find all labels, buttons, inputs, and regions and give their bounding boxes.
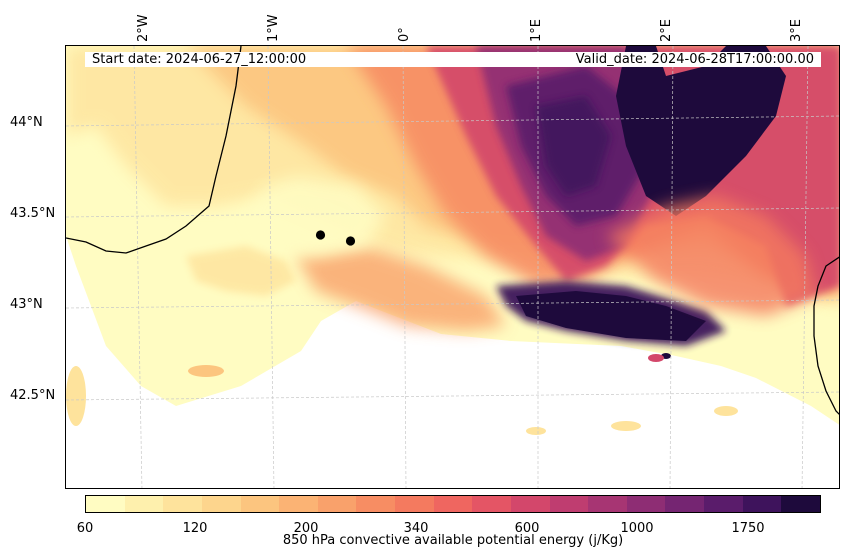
colorbar-tick-label: 1750 [731, 521, 765, 536]
lat-label-44n: 44°N [10, 115, 43, 130]
colorbar-segment [201, 496, 241, 512]
lon-label-1w: 1°W [266, 14, 281, 42]
colorbar-tick-label: 200 [293, 521, 319, 536]
colorbar-segment [395, 496, 434, 512]
lon-label-2w: 2°W [136, 14, 151, 42]
colorbar-segment [510, 496, 550, 512]
colorbar-segment [549, 496, 589, 512]
lat-label-43n: 43°N [10, 297, 43, 312]
cape-map [66, 46, 839, 488]
lon-label-2e: 2°E [659, 19, 674, 42]
graticule [66, 46, 839, 488]
colorbar-tick-label: 340 [403, 521, 429, 536]
lon-label-0: 0° [397, 27, 412, 42]
colorbar-segment [240, 496, 280, 512]
colorbar-segment [665, 496, 704, 512]
colorbar-segment [742, 496, 782, 512]
colorbar-segment [317, 496, 357, 512]
start-date: Start date: 2024-06-27_12:00:00 [92, 52, 307, 67]
colorbar-segment [588, 496, 627, 512]
colorbar-segment [124, 496, 164, 512]
lat-label-42-5n: 42.5°N [10, 388, 56, 403]
colorbar-segment [704, 496, 743, 512]
lat-label-43-5n: 43.5°N [10, 206, 56, 221]
colorbar-segment [433, 496, 473, 512]
colorbar [85, 495, 821, 513]
colorbar-label: 850 hPa convective available potential e… [282, 533, 624, 548]
station-point-2 [345, 236, 356, 246]
colorbar-segment [163, 496, 202, 512]
colorbar-tick-label: 600 [514, 521, 540, 536]
lon-label-3e: 3°E [789, 19, 804, 42]
colorbar-segment [86, 496, 125, 512]
colorbar-tick-label: 1000 [620, 521, 654, 536]
colorbar-tick-label: 120 [182, 521, 208, 536]
colorbar-segment [356, 496, 395, 512]
colorbar-segment [781, 496, 820, 512]
station-point-1 [315, 230, 326, 240]
colorbar-segment [472, 496, 511, 512]
coastline [66, 46, 839, 415]
map-frame [65, 45, 840, 489]
lon-label-1e: 1°E [529, 19, 544, 42]
colorbar-tick-label: 60 [76, 521, 94, 536]
colorbar-segment [626, 496, 666, 512]
info-bar [85, 52, 821, 67]
valid-date: Valid_date: 2024-06-28T17:00:00.00 [575, 52, 814, 67]
colorbar-segment [279, 496, 318, 512]
